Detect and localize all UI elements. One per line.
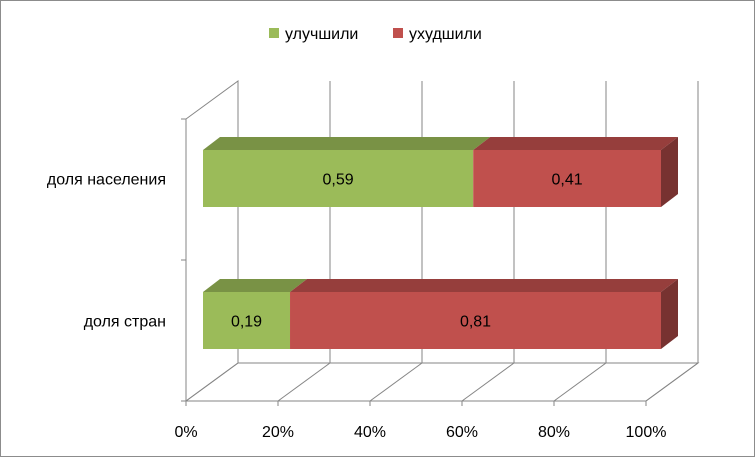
chart-walls (181, 80, 700, 402)
gridlines (185, 81, 699, 406)
gridline-floor (645, 362, 699, 402)
legend: улучшили ухудшили (269, 26, 482, 43)
gridline-floor (369, 362, 423, 402)
data-label: 0,19 (231, 314, 262, 331)
bar (473, 150, 661, 207)
bars (203, 137, 678, 349)
gridline-floor (185, 362, 239, 402)
x-tick-label: 80% (538, 424, 570, 441)
legend-swatch (393, 28, 403, 38)
bar-side (661, 137, 678, 207)
gridline-floor (553, 362, 607, 402)
bar-top (473, 137, 678, 150)
bar (290, 292, 661, 349)
data-labels: 0,59 0,41 0,19 0,81 (231, 172, 583, 331)
bar-top (203, 279, 308, 292)
x-tick-label: 100% (626, 424, 667, 441)
bar (203, 292, 291, 349)
gridline-floor (461, 362, 515, 402)
bar-top (290, 279, 678, 292)
legend-swatch (269, 28, 279, 38)
floor-edge (185, 362, 700, 402)
category-label: доля населения (47, 172, 166, 189)
x-tick-label: 60% (446, 424, 478, 441)
bar (203, 150, 474, 207)
gridline-floor (277, 362, 331, 402)
y-tick-labels: доля населения доля стран (47, 172, 166, 331)
category-label: доля стран (84, 314, 166, 331)
bar-side (661, 279, 678, 349)
legend-label: ухудшили (409, 26, 482, 43)
legend-label: улучшили (285, 26, 358, 43)
data-label: 0,41 (552, 172, 583, 189)
x-tick-label: 0% (174, 424, 197, 441)
bar-top (203, 137, 491, 150)
data-label: 0,59 (323, 172, 354, 189)
x-tick-label: 40% (354, 424, 386, 441)
x-tick-label: 20% (262, 424, 294, 441)
data-label: 0,81 (460, 314, 491, 331)
x-tick-labels: 0% 20% 40% 60% 80% 100% (174, 424, 666, 441)
